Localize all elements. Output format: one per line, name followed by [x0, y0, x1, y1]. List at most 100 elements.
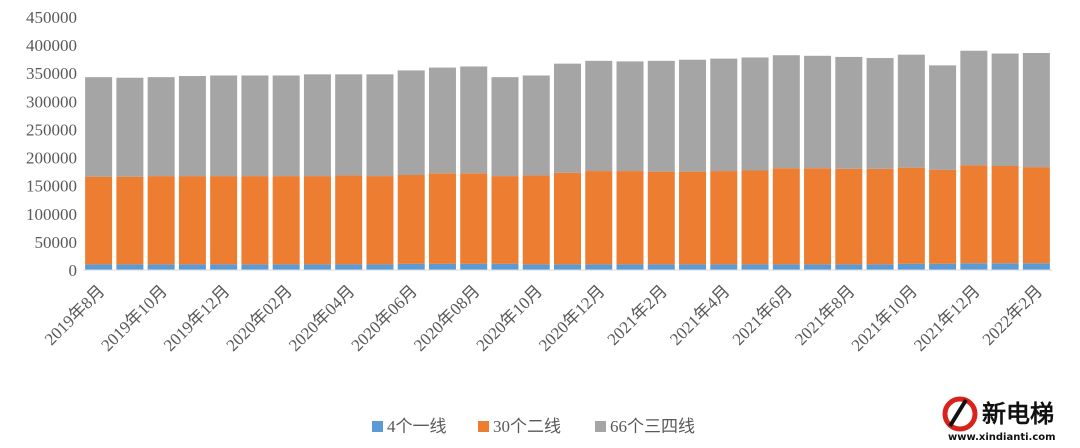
legend: 4个一线 30个二线 66个三四线 — [372, 417, 695, 436]
bar-segment-tier1 — [960, 263, 988, 270]
x-tick-label: 2019年8月 — [41, 281, 109, 349]
bar-segment-tier34 — [147, 77, 175, 177]
bar-segment-tier1 — [147, 264, 175, 270]
bar-segment-tier2 — [554, 172, 581, 265]
watermark-logo: 新电梯 www.xindianti.com — [942, 396, 1056, 443]
bar-segment-tier34 — [616, 61, 644, 172]
bar-segment-tier2 — [679, 171, 707, 265]
bar-segment-tier2 — [1022, 167, 1050, 264]
bar-segment-tier1 — [491, 263, 519, 270]
bar-segment-tier1 — [335, 264, 363, 270]
bar-segment-tier2 — [929, 169, 957, 264]
bar-segment-tier1 — [272, 264, 300, 270]
bar-segment-tier2 — [741, 170, 769, 265]
y-tick-label: 200000 — [26, 149, 77, 168]
bar-segment-tier1 — [991, 263, 1019, 270]
x-tick-label: 2019年12月 — [160, 281, 234, 355]
bar-segment-tier2 — [272, 176, 300, 265]
watermark-text: 新电梯 — [982, 400, 1054, 428]
x-tick-label: 2022年2月 — [979, 281, 1047, 349]
bar-segment-tier34 — [303, 74, 331, 177]
bar-segment-tier2 — [428, 173, 456, 264]
bar-segment-tier34 — [772, 55, 800, 169]
legend-swatch — [595, 421, 606, 432]
bar-segment-tier34 — [585, 60, 613, 172]
bar-segment-tier2 — [397, 174, 425, 264]
x-tick-label: 2020年02月 — [222, 281, 296, 355]
y-tick-label: 400000 — [26, 36, 77, 55]
bar-segment-tier1 — [460, 263, 488, 270]
bar-segment-tier2 — [210, 176, 238, 265]
bar-segment-tier2 — [241, 176, 269, 265]
bar-segment-tier1 — [428, 263, 456, 270]
bar-segment-tier1 — [554, 264, 581, 270]
bar-segment-tier34 — [929, 65, 957, 170]
legend-swatch — [478, 421, 489, 432]
bar-segment-tier1 — [616, 264, 644, 270]
x-axis: 2019年8月2019年10月2019年12月2020年02月2020年04月2… — [41, 269, 1052, 355]
x-tick-label: 2021年8月 — [791, 281, 859, 349]
bar-segment-tier2 — [772, 168, 800, 265]
bar-segment-tier2 — [303, 176, 331, 265]
bar-segment-tier1 — [116, 264, 144, 270]
bar-segment-tier34 — [366, 74, 394, 177]
elevator-logo-icon — [942, 396, 978, 432]
bar-segment-tier1 — [397, 263, 425, 270]
bar-segment-tier34 — [491, 77, 519, 177]
bar-segment-tier1 — [85, 264, 113, 270]
bar-segment-tier34 — [991, 53, 1019, 166]
bar-segment-tier34 — [460, 66, 488, 174]
bar-segment-tier1 — [804, 264, 832, 270]
bar-segment-tier2 — [647, 171, 675, 265]
bar-segment-tier34 — [241, 75, 269, 177]
y-tick-label: 150000 — [26, 177, 77, 196]
y-tick-label: 250000 — [26, 120, 77, 139]
bar-segment-tier34 — [679, 59, 707, 172]
x-tick-label: 2020年12月 — [535, 281, 609, 355]
bar-segment-tier34 — [428, 67, 456, 174]
bar-segment-tier34 — [85, 77, 113, 177]
bar-segment-tier1 — [866, 264, 894, 270]
bar-segment-tier2 — [991, 165, 1019, 264]
bar-segment-tier2 — [616, 171, 644, 265]
legend-swatch — [372, 421, 383, 432]
bar-segment-tier34 — [897, 54, 925, 168]
legend-label: 4个一线 — [387, 417, 447, 436]
y-tick-label: 0 — [69, 261, 78, 280]
bar-segment-tier34 — [741, 57, 769, 171]
bar-segment-tier34 — [835, 56, 863, 169]
bar-segment-tier34 — [522, 75, 550, 176]
bar-segment-tier34 — [335, 74, 363, 176]
bar-segment-tier1 — [835, 264, 863, 270]
x-tick-label: 2021年2月 — [604, 281, 672, 349]
bar-segment-tier34 — [397, 70, 425, 175]
bar-segment-tier2 — [460, 173, 488, 264]
plot-area — [85, 50, 1050, 270]
bar-segment-tier1 — [522, 264, 550, 270]
bar-segment-tier34 — [647, 60, 675, 172]
bar-segment-tier2 — [116, 176, 144, 265]
bar-segment-tier2 — [866, 168, 894, 265]
bar-segment-tier34 — [210, 75, 238, 177]
bar-segment-tier2 — [897, 167, 925, 264]
bar-segment-tier34 — [116, 77, 144, 177]
legend-label: 66个三四线 — [610, 417, 695, 436]
bar-segment-tier34 — [1022, 52, 1050, 168]
bar-segment-tier1 — [772, 264, 800, 270]
bar-segment-tier34 — [804, 55, 832, 169]
y-axis: 0 50000 100000 150000 200000 250000 300000 3500… — [26, 8, 77, 280]
bar-segment-tier2 — [522, 175, 550, 265]
bar-segment-tier2 — [491, 176, 519, 264]
bar-segment-tier1 — [178, 264, 206, 270]
bar-segment-tier2 — [710, 171, 738, 265]
bar-segment-tier1 — [741, 264, 769, 270]
x-tick-label: 2020年06月 — [347, 281, 421, 355]
y-tick-label: 350000 — [26, 64, 77, 83]
bar-segment-tier2 — [835, 168, 863, 265]
bar-segment-tier34 — [272, 75, 300, 177]
bar-segment-tier1 — [647, 264, 675, 270]
bar-segment-tier2 — [960, 165, 988, 264]
bar-segment-tier1 — [710, 264, 738, 270]
legend-label: 30个二线 — [493, 417, 561, 436]
